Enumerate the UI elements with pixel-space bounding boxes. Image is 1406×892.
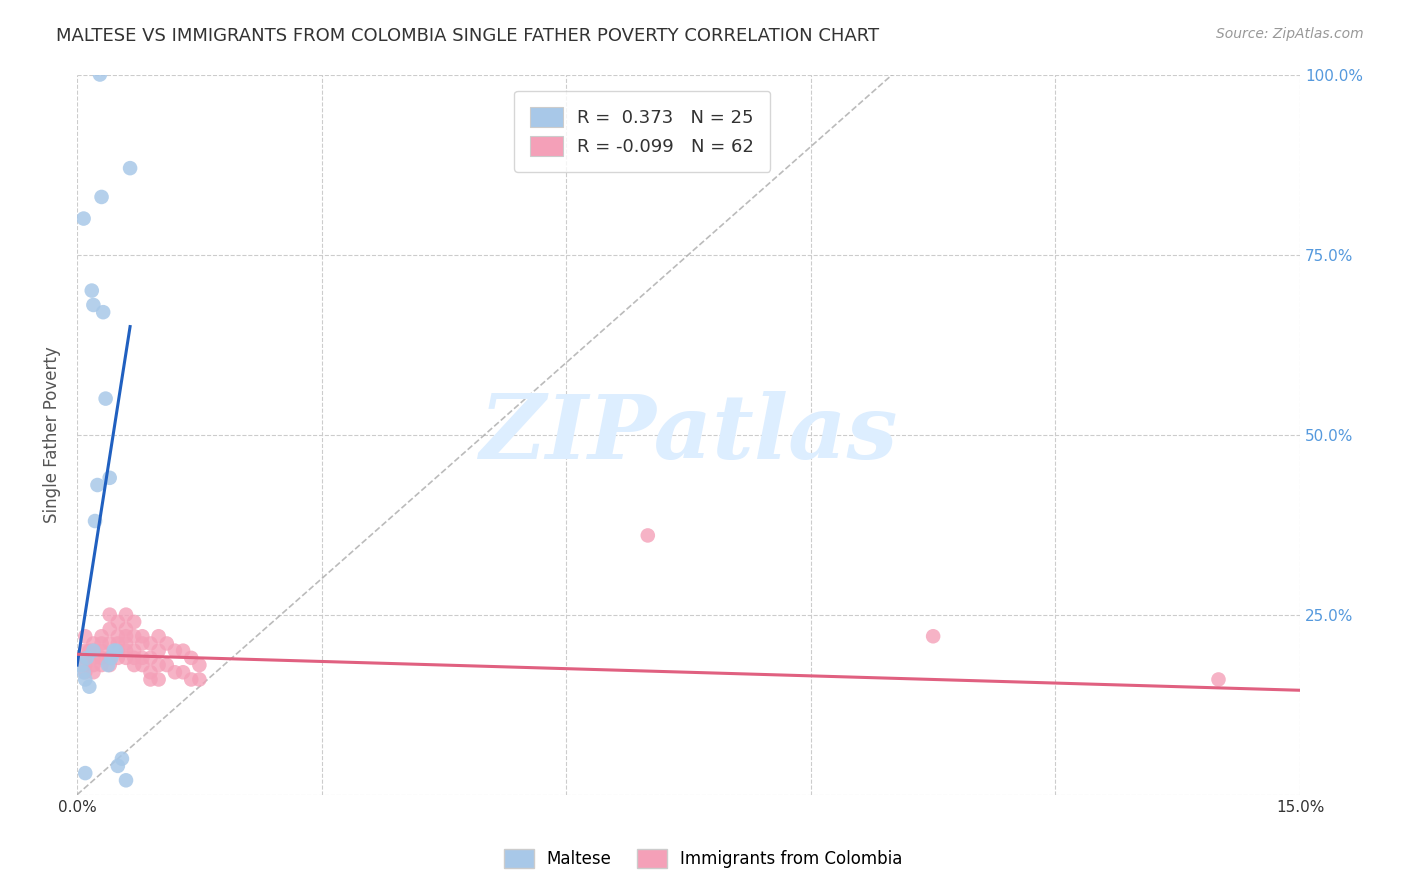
Point bbox=[131, 629, 153, 643]
Point bbox=[115, 636, 138, 650]
Point bbox=[107, 615, 129, 629]
Point bbox=[70, 658, 93, 673]
Text: Source: ZipAtlas.com: Source: ZipAtlas.com bbox=[1216, 27, 1364, 41]
Point bbox=[148, 629, 170, 643]
Point bbox=[156, 658, 179, 673]
Point bbox=[115, 607, 138, 622]
Legend: Maltese, Immigrants from Colombia: Maltese, Immigrants from Colombia bbox=[496, 843, 910, 875]
Point bbox=[139, 636, 162, 650]
Point bbox=[86, 478, 108, 492]
Point bbox=[90, 658, 112, 673]
Point bbox=[107, 643, 129, 657]
Point bbox=[90, 190, 112, 204]
Point bbox=[139, 651, 162, 665]
Point bbox=[82, 643, 104, 657]
Point bbox=[637, 528, 659, 542]
Point bbox=[90, 643, 112, 657]
Point bbox=[107, 759, 129, 773]
Point bbox=[180, 673, 202, 687]
Point bbox=[84, 514, 107, 528]
Point bbox=[90, 629, 112, 643]
Point bbox=[82, 651, 104, 665]
Point bbox=[90, 651, 112, 665]
Point bbox=[122, 651, 145, 665]
Point bbox=[89, 68, 111, 82]
Point bbox=[122, 658, 145, 673]
Point bbox=[115, 643, 138, 657]
Point bbox=[98, 658, 121, 673]
Point bbox=[131, 636, 153, 650]
Point bbox=[172, 665, 194, 680]
Point bbox=[148, 643, 170, 657]
Point bbox=[82, 665, 104, 680]
Point bbox=[115, 773, 138, 788]
Point bbox=[188, 673, 211, 687]
Point bbox=[91, 305, 114, 319]
Point bbox=[107, 651, 129, 665]
Point bbox=[163, 643, 186, 657]
Point bbox=[72, 665, 94, 680]
Point bbox=[98, 651, 121, 665]
Point bbox=[79, 643, 101, 657]
Point bbox=[76, 651, 98, 665]
Point bbox=[131, 651, 153, 665]
Point bbox=[139, 673, 162, 687]
Point bbox=[90, 636, 112, 650]
Point bbox=[97, 658, 120, 673]
Point bbox=[82, 658, 104, 673]
Point bbox=[75, 766, 97, 780]
Point bbox=[82, 643, 104, 657]
Point bbox=[82, 298, 104, 312]
Point bbox=[163, 665, 186, 680]
Point bbox=[115, 622, 138, 636]
Point bbox=[156, 636, 179, 650]
Point bbox=[98, 622, 121, 636]
Point bbox=[107, 629, 129, 643]
Point bbox=[172, 643, 194, 657]
Point bbox=[75, 658, 97, 673]
Point bbox=[82, 636, 104, 650]
Point bbox=[98, 607, 121, 622]
Point bbox=[75, 643, 97, 657]
Text: ZIPatlas: ZIPatlas bbox=[479, 392, 897, 478]
Point bbox=[922, 629, 945, 643]
Point bbox=[148, 673, 170, 687]
Text: MALTESE VS IMMIGRANTS FROM COLOMBIA SINGLE FATHER POVERTY CORRELATION CHART: MALTESE VS IMMIGRANTS FROM COLOMBIA SING… bbox=[56, 27, 879, 45]
Point bbox=[1208, 673, 1230, 687]
Point bbox=[98, 636, 121, 650]
Point bbox=[79, 680, 101, 694]
Point bbox=[115, 629, 138, 643]
Point bbox=[80, 284, 103, 298]
Point bbox=[111, 752, 134, 766]
Point bbox=[75, 673, 97, 687]
Point bbox=[94, 392, 117, 406]
Point bbox=[180, 651, 202, 665]
Point bbox=[72, 211, 94, 226]
Point bbox=[100, 651, 122, 665]
Y-axis label: Single Father Poverty: Single Father Poverty bbox=[44, 346, 60, 523]
Legend: R =  0.373   N = 25, R = -0.099   N = 62: R = 0.373 N = 25, R = -0.099 N = 62 bbox=[515, 91, 770, 172]
Point bbox=[75, 665, 97, 680]
Point bbox=[107, 636, 129, 650]
Point bbox=[188, 658, 211, 673]
Point bbox=[75, 651, 97, 665]
Point bbox=[131, 658, 153, 673]
Point bbox=[105, 643, 128, 657]
Point bbox=[122, 615, 145, 629]
Point bbox=[115, 651, 138, 665]
Point bbox=[122, 629, 145, 643]
Point bbox=[103, 643, 125, 657]
Point bbox=[122, 643, 145, 657]
Point bbox=[120, 161, 142, 176]
Point bbox=[148, 658, 170, 673]
Point bbox=[98, 471, 121, 485]
Point bbox=[75, 629, 97, 643]
Point bbox=[139, 665, 162, 680]
